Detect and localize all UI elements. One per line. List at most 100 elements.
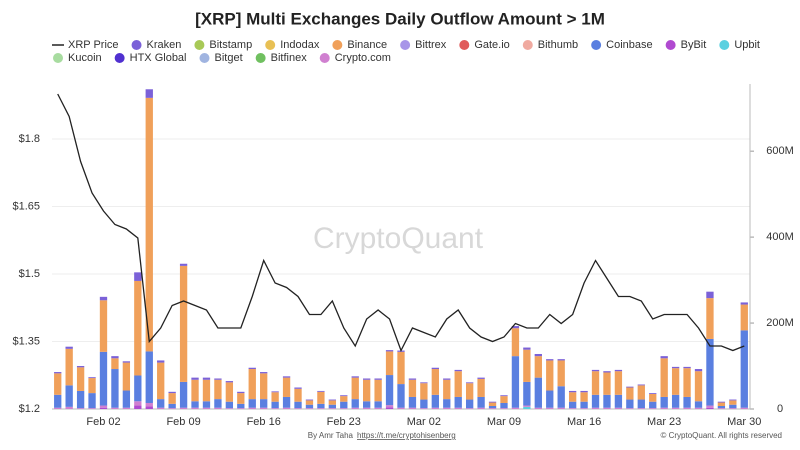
bar-segment	[65, 348, 73, 386]
bar-segment	[397, 384, 405, 408]
bar-segment	[225, 382, 234, 402]
bar-segment	[157, 407, 165, 409]
legend-label: Bitstamp	[209, 39, 252, 51]
bar-segment	[385, 405, 394, 408]
bar-segment	[488, 401, 497, 403]
x-tick-label: Mar 30	[727, 416, 761, 428]
price-line	[57, 93, 745, 353]
bar-segment	[225, 401, 234, 409]
legend-label: Gate.io	[474, 39, 509, 51]
legend-swatch	[199, 53, 210, 63]
bar-segment	[420, 399, 428, 409]
bar-segment	[534, 407, 542, 409]
bar-segment	[671, 407, 680, 409]
bar-segment	[580, 401, 588, 409]
bar-segment	[191, 401, 199, 408]
bar-segment	[294, 401, 302, 409]
bar-segment	[649, 408, 657, 409]
bar-segment	[145, 402, 153, 407]
bar-segment	[225, 381, 234, 383]
bar-segment	[248, 367, 256, 370]
legend-swatch	[319, 53, 330, 63]
bar-segment	[237, 393, 245, 404]
legend-swatch	[194, 40, 205, 50]
bar-segment	[568, 390, 577, 393]
bar-segment	[65, 406, 73, 409]
bar-segment	[683, 407, 691, 409]
bar-segment	[374, 401, 382, 408]
bar-segment	[454, 396, 462, 408]
bar-segment	[729, 399, 737, 401]
bar-segment	[202, 377, 211, 380]
bar-segment	[76, 408, 85, 409]
y-tick-label: $1.65	[12, 200, 40, 212]
bar-segment	[168, 408, 176, 409]
bar-segment	[420, 383, 428, 400]
bar-segment	[214, 399, 222, 408]
bar-segment	[305, 404, 314, 409]
bar-segment	[76, 367, 85, 391]
bar-segment	[248, 407, 256, 409]
bar-segment	[202, 407, 211, 409]
bar-segment	[317, 403, 325, 409]
copyright: © CryptoQuant. All rights reserved	[661, 431, 783, 440]
bar-segment	[305, 399, 314, 401]
bar-segment	[145, 351, 153, 403]
bar-segment	[340, 395, 348, 397]
bar-segment	[660, 407, 668, 409]
bar-segment	[591, 371, 600, 395]
bar-segment	[523, 347, 531, 350]
bar-segment	[328, 399, 337, 401]
bar-segment	[305, 400, 314, 405]
legend-swatch	[459, 40, 470, 50]
legend-swatch	[255, 53, 266, 63]
bar-segment	[374, 379, 382, 402]
bar-segment	[637, 408, 645, 409]
bar-segment	[477, 407, 485, 409]
y2-tick-label: 0	[777, 403, 783, 415]
legend-label: Crypto.com	[335, 52, 391, 64]
bar-segment	[660, 356, 668, 359]
legend-label: Coinbase	[606, 39, 652, 51]
bar-segment	[557, 359, 565, 361]
bar-segment	[443, 379, 451, 400]
bar-segment	[225, 408, 234, 409]
bar-segment	[374, 407, 382, 409]
x-tick-label: Mar 09	[487, 416, 521, 428]
bar-segment	[99, 300, 108, 352]
bar-segment	[122, 407, 131, 409]
bar-segment	[363, 378, 371, 380]
bar-segment	[282, 396, 291, 408]
bar-segment	[248, 369, 256, 400]
bar-segment	[454, 369, 462, 372]
bar-segment	[740, 302, 748, 305]
bar-segment	[534, 377, 542, 408]
bar-segment	[626, 387, 634, 400]
bar-segment	[88, 393, 96, 409]
bar-segment	[99, 296, 108, 301]
bar-segment	[465, 399, 474, 409]
bar-segment	[511, 356, 520, 408]
bar-segment	[694, 371, 703, 402]
bar-segment	[88, 377, 96, 379]
bar-segment	[740, 330, 748, 408]
legend-label: ByBit	[681, 39, 707, 51]
bar-segment	[500, 408, 508, 409]
bar-segment	[626, 399, 634, 409]
legend-label: Indodax	[280, 39, 320, 51]
bar-segment	[729, 404, 737, 409]
link[interactable]: https://t.me/cryptohisenberg	[357, 431, 456, 440]
legend-swatch	[591, 40, 602, 50]
bar-segment	[76, 390, 85, 409]
bar-segment	[237, 403, 245, 409]
y2-tick-label: 200M	[766, 317, 794, 329]
bar-segment	[179, 263, 188, 266]
bar-segment	[465, 382, 474, 384]
bar-segment	[157, 399, 165, 408]
bar-segment	[351, 377, 359, 400]
bar-segment	[591, 394, 600, 408]
legend-swatch	[719, 40, 730, 50]
bar-segment	[271, 408, 279, 409]
bar-segment	[420, 408, 428, 409]
bar-segment	[603, 394, 611, 408]
